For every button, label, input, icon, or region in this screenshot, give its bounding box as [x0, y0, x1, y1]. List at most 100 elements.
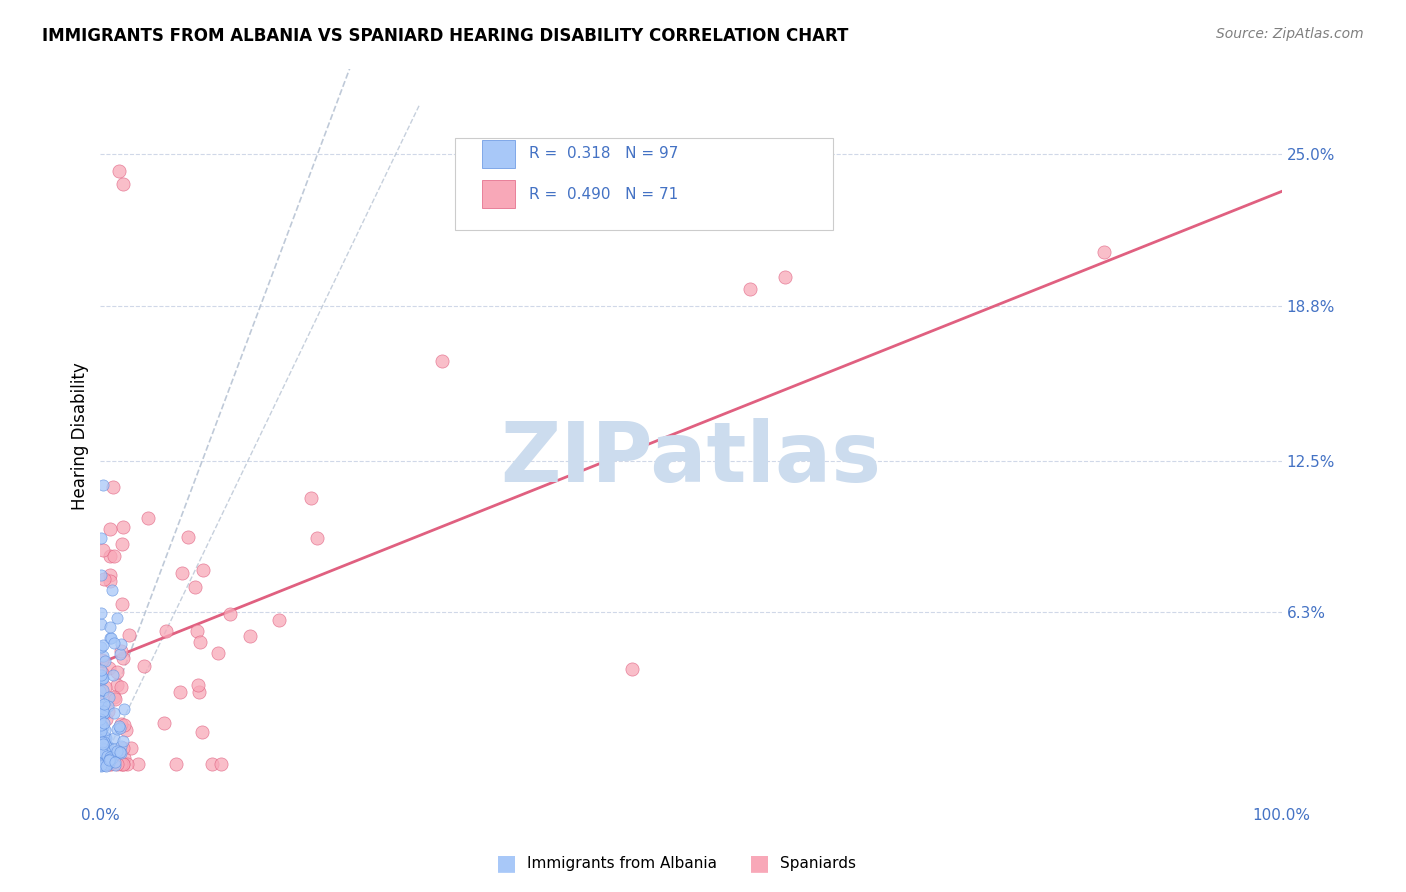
Point	[90, 709, 112, 723]
Point	[738, 282, 761, 296]
Text: Spaniards: Spaniards	[780, 856, 856, 871]
Point	[110, 644, 132, 658]
Point	[90, 531, 112, 545]
Point	[269, 613, 291, 627]
Point	[90, 754, 112, 768]
Point	[193, 563, 215, 577]
Point	[90, 663, 112, 677]
Point	[93, 706, 115, 720]
Point	[91, 672, 114, 686]
Point	[91, 682, 114, 697]
Point	[103, 690, 125, 705]
Point	[91, 738, 114, 752]
Point	[94, 654, 117, 668]
Point	[90, 640, 112, 654]
Point	[127, 757, 149, 772]
Point	[430, 354, 453, 368]
Point	[90, 606, 112, 620]
Text: Immigrants from Albania: Immigrants from Albania	[527, 856, 717, 871]
Point	[170, 566, 193, 581]
Point	[105, 744, 128, 758]
Point	[94, 712, 117, 726]
Point	[90, 665, 112, 680]
FancyBboxPatch shape	[454, 138, 832, 230]
Point	[105, 757, 128, 772]
Point	[105, 665, 128, 679]
Point	[89, 684, 111, 698]
Text: ■: ■	[496, 854, 516, 873]
Point	[97, 739, 120, 754]
Point	[190, 725, 212, 739]
Point	[93, 746, 115, 760]
Text: ■: ■	[749, 854, 769, 873]
Point	[91, 740, 114, 755]
Point	[90, 744, 112, 758]
Point	[97, 690, 120, 704]
Point	[91, 478, 114, 492]
Point	[91, 638, 114, 652]
Point	[103, 549, 125, 563]
Point	[93, 730, 115, 744]
Point	[93, 706, 115, 720]
Point	[110, 716, 132, 731]
Point	[94, 723, 117, 737]
Point	[100, 631, 122, 645]
Point	[183, 580, 205, 594]
Point	[98, 549, 121, 563]
Bar	[482, 180, 515, 208]
Point	[90, 745, 112, 759]
Point	[98, 574, 121, 589]
Point	[219, 607, 242, 622]
Point	[90, 759, 112, 773]
Point	[98, 752, 121, 766]
Point	[91, 671, 114, 685]
Point	[104, 691, 127, 706]
Point	[90, 722, 112, 736]
Point	[1092, 245, 1115, 260]
Point	[90, 757, 112, 772]
Point	[90, 668, 112, 682]
Point	[90, 750, 112, 764]
Point	[111, 177, 134, 191]
Point	[101, 751, 124, 765]
Point	[93, 704, 115, 718]
Point	[112, 519, 135, 533]
Point	[239, 629, 262, 643]
Point	[104, 755, 127, 769]
Point	[96, 748, 118, 763]
Point	[93, 741, 115, 756]
Point	[132, 659, 155, 673]
Point	[177, 530, 200, 544]
Point	[98, 522, 121, 536]
Point	[165, 757, 187, 772]
Point	[94, 759, 117, 773]
Point	[89, 712, 111, 726]
Point	[90, 722, 112, 736]
Point	[93, 680, 115, 694]
Point	[90, 653, 112, 667]
Point	[93, 758, 115, 772]
Point	[98, 632, 121, 646]
Point	[103, 635, 125, 649]
Point	[93, 745, 115, 759]
Point	[103, 758, 125, 772]
Text: R =  0.490   N = 71: R = 0.490 N = 71	[529, 186, 678, 202]
Point	[90, 616, 112, 631]
Point	[112, 717, 135, 731]
Point	[101, 480, 124, 494]
Point	[775, 269, 797, 284]
Point	[100, 568, 122, 582]
Point	[112, 702, 135, 716]
Point	[96, 731, 118, 746]
Point	[91, 671, 114, 685]
Point	[186, 624, 208, 638]
Point	[100, 582, 122, 597]
Point	[103, 731, 125, 745]
Point	[187, 678, 209, 692]
Point	[90, 745, 112, 759]
Point	[110, 681, 132, 695]
Point	[153, 716, 176, 731]
Point	[89, 567, 111, 582]
Point	[93, 735, 115, 749]
Point	[91, 738, 114, 752]
